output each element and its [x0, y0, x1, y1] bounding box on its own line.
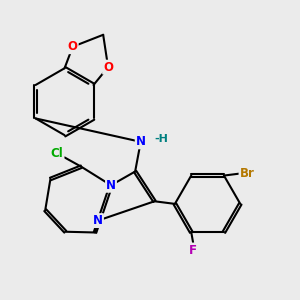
Text: F: F: [189, 244, 197, 256]
Text: N: N: [136, 135, 146, 148]
Text: Cl: Cl: [51, 147, 64, 160]
Text: N: N: [106, 179, 116, 192]
Text: -H: -H: [155, 134, 169, 144]
Text: O: O: [68, 40, 78, 53]
Text: N: N: [93, 214, 103, 227]
Text: Br: Br: [239, 167, 254, 180]
Text: O: O: [103, 61, 113, 74]
